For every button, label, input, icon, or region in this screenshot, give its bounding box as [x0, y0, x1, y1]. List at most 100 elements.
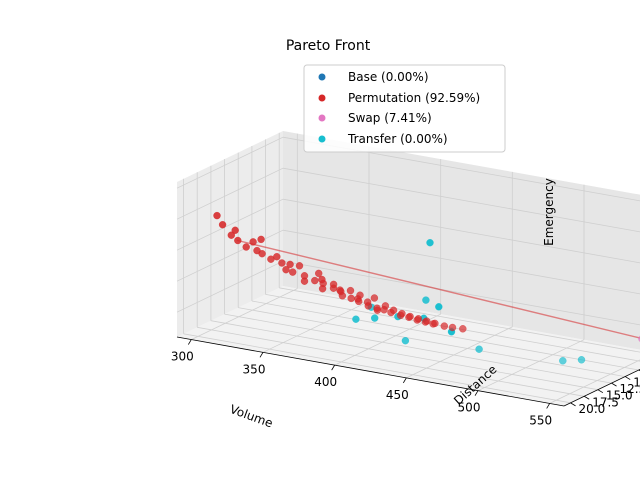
x-tick-label: 400: [314, 375, 337, 389]
legend-marker-base: [318, 73, 326, 81]
data-point: [398, 309, 406, 318]
data-point: [242, 243, 250, 251]
data-points: [213, 211, 640, 365]
data-point: [336, 286, 344, 294]
grid-line: [176, 198, 284, 251]
data-point: [288, 268, 297, 276]
y-tick-mark: [584, 395, 590, 400]
data-point: [431, 319, 439, 328]
series-permutation: [213, 211, 467, 333]
data-point: [300, 277, 309, 285]
x-axis-line: [176, 336, 565, 407]
grid-line: [176, 167, 284, 220]
grid-line: [210, 320, 598, 391]
data-point: [273, 252, 281, 261]
x-tick-mark: [259, 352, 264, 358]
legend-label-swap: Swap (7.41%): [348, 111, 432, 125]
data-point: [356, 291, 364, 299]
y-tick-label: 15.0: [606, 389, 633, 403]
y-tick-mark: [624, 376, 631, 380]
legend-marker-transfer: [318, 135, 326, 143]
data-point: [475, 345, 483, 353]
grid-line: [197, 326, 585, 397]
grid-line: [265, 294, 640, 362]
x-tick-mark: [546, 403, 551, 409]
y-tick-mark: [597, 389, 604, 394]
legend-label-transfer: Transfer (0.00%): [347, 132, 448, 146]
x-tick-label: 450: [386, 388, 409, 402]
grid-line: [282, 198, 640, 264]
data-point: [364, 302, 373, 310]
legend-frame: [303, 64, 506, 153]
data-point: [389, 306, 398, 315]
data-point: [373, 306, 382, 314]
data-point: [448, 323, 457, 332]
data-point: [278, 259, 286, 267]
grid-line: [176, 260, 284, 313]
data-point: [559, 357, 567, 365]
z-axis-label: Emergency: [542, 178, 556, 246]
data-point: [295, 262, 304, 270]
data-point: [426, 238, 434, 247]
x-tick-label: 300: [171, 350, 194, 364]
data-point: [249, 238, 257, 246]
x-axis-label: Volume: [228, 402, 275, 430]
x-tick-mark: [402, 377, 407, 384]
x-tick-label: 550: [529, 413, 552, 427]
axis-lines: [176, 336, 640, 407]
grid-line: [224, 313, 612, 384]
y-tick-label: 10.0: [633, 376, 640, 390]
legend-marker-permutation: [318, 94, 326, 102]
data-point: [286, 260, 294, 269]
data-point: [401, 336, 410, 345]
grid-line: [176, 136, 284, 189]
x-tick-mark: [331, 364, 336, 371]
data-point: [227, 231, 236, 239]
grid-line: [282, 260, 640, 326]
data-point: [282, 265, 290, 274]
floor-pane: [177, 286, 640, 406]
y-tick-mark: [570, 402, 576, 407]
pareto-trend-line: [236, 239, 640, 339]
y-tick-label: 12.5: [620, 382, 640, 396]
y-axis-line: [563, 368, 640, 407]
data-point: [213, 211, 221, 220]
data-point: [370, 294, 379, 302]
x-tick-mark: [474, 390, 479, 396]
data-point: [231, 226, 239, 235]
data-point: [234, 236, 242, 245]
x-tick-label: 500: [458, 401, 481, 415]
legend-marker-swap: [318, 114, 326, 122]
data-point: [257, 235, 265, 244]
y-tick-label: 17.5: [592, 395, 619, 409]
grid-line: [238, 307, 626, 377]
data-point: [354, 297, 363, 306]
x-tick-label: 350: [243, 362, 266, 376]
data-point: [318, 284, 327, 293]
tick-labels: 3003504004505005502.55.07.510.012.515.01…: [171, 339, 640, 427]
data-point: [314, 269, 323, 278]
data-point: [414, 315, 423, 323]
data-point: [422, 317, 431, 325]
legend: Base (0.00%) Permutation (92.59%) Swap (…: [303, 64, 506, 153]
data-point: [459, 325, 467, 333]
legend-label-permutation: Permutation (92.59%): [348, 91, 480, 105]
data-point: [577, 356, 586, 364]
legend-item-swap: Swap (7.41%): [318, 111, 432, 125]
grid-line: [183, 333, 571, 404]
grid-line: [282, 229, 640, 295]
data-point: [329, 280, 338, 289]
x-tick-mark: [187, 339, 192, 345]
data-point: [406, 312, 414, 321]
data-point: [218, 220, 227, 229]
legend-label-base: Base (0.00%): [348, 70, 429, 84]
grid-line: [282, 167, 640, 233]
data-point: [440, 322, 449, 330]
legend-item-permutation: Permutation (92.59%): [318, 91, 480, 105]
data-point: [422, 296, 430, 304]
chart-title: Pareto Front: [286, 38, 371, 54]
grid-line: [251, 300, 639, 371]
data-point: [347, 294, 355, 303]
grid-line: [176, 229, 284, 282]
